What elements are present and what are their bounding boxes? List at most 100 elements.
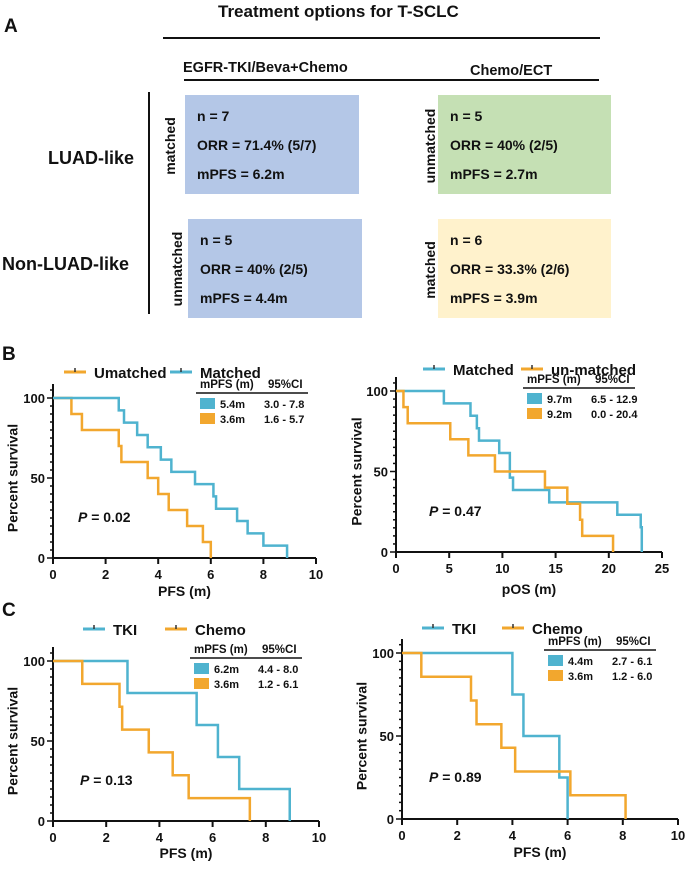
legend-label: Chemo	[195, 622, 246, 639]
y-tick-label: 50	[380, 729, 394, 744]
km-curve-chemo	[402, 651, 627, 819]
p-value-annotation: P = 0.89	[429, 769, 482, 785]
panel-a-letter: A	[4, 16, 18, 37]
x-tick-label: 15	[548, 561, 562, 576]
p-value-annotation: P = 0.47	[429, 503, 482, 519]
table-header-median: mPFS (m)	[548, 636, 602, 648]
p-value-annotation: P = 0.02	[78, 509, 131, 525]
x-tick-label: 5	[446, 561, 453, 576]
table-color-swatch	[194, 678, 209, 689]
x-tick-label: 10	[495, 561, 509, 576]
table-color-swatch	[200, 398, 215, 409]
table-median: 3.6m	[214, 679, 239, 691]
x-axis-label: PFS (m)	[158, 583, 211, 599]
x-tick-label: 8	[619, 828, 626, 843]
y-tick-label: 50	[374, 465, 388, 480]
legend-label: Matched	[200, 365, 261, 382]
x-tick-label: 0	[49, 830, 56, 845]
legend-label: TKI	[113, 622, 137, 639]
x-tick-label: 2	[102, 567, 109, 582]
table-median: 9.2m	[547, 409, 572, 421]
x-tick-label: 4	[156, 830, 164, 845]
x-tick-label: 0	[49, 567, 56, 582]
y-tick-label: 100	[23, 654, 45, 669]
p-value-annotation: P = 0.13	[80, 772, 133, 788]
p-label: P	[429, 769, 439, 785]
table-ci: 4.4 - 8.0	[258, 664, 298, 676]
y-tick-label: 0	[38, 551, 45, 566]
legend-label: Matched	[453, 362, 514, 379]
y-tick-label: 0	[381, 545, 388, 560]
table-ci: 2.7 - 6.1	[612, 656, 652, 668]
km-curve-umatched	[53, 396, 213, 558]
y-axis-label: Percent survival	[5, 424, 21, 532]
cell-orr: ORR = 40% (2/5)	[200, 261, 308, 277]
table-median: 5.4m	[220, 399, 245, 411]
x-tick-label: 8	[260, 567, 267, 582]
cell-luad-chemo: n = 5 ORR = 40% (2/5) mPFS = 2.7m	[438, 95, 611, 194]
cell-mpfs: mPFS = 6.2m	[197, 166, 285, 182]
table-header-median: mPFS (m)	[527, 374, 581, 386]
table-median: 3.6m	[568, 671, 593, 683]
row-divider-line	[148, 92, 150, 314]
y-tick-label: 0	[38, 814, 45, 829]
table-ci: 1.2 - 6.1	[258, 679, 298, 691]
y-axis-label: Percent survival	[354, 682, 370, 790]
cell-mpfs: mPFS = 3.9m	[450, 290, 538, 306]
y-tick-label: 100	[366, 384, 388, 399]
table-median: 3.6m	[220, 414, 245, 426]
km-curve-matched	[396, 389, 644, 552]
table-header-ci: 95%CI	[616, 636, 651, 648]
x-tick-label: 2	[103, 830, 110, 845]
x-tick-label: 25	[655, 561, 669, 576]
table-ci: 0.0 - 20.4	[591, 409, 638, 421]
table-header-median: mPFS (m)	[200, 379, 254, 391]
column-header-chemo: Chemo/ECT	[470, 63, 553, 79]
row-label-non-luad: Non-LUAD-like	[2, 254, 129, 274]
table-color-swatch	[548, 670, 563, 681]
y-axis-label: Percent survival	[349, 417, 365, 525]
table-color-swatch	[200, 413, 215, 424]
column-header-underline	[184, 79, 599, 81]
table-median: 6.2m	[214, 664, 239, 676]
x-tick-label: 6	[207, 567, 214, 582]
y-tick-label: 100	[372, 646, 394, 661]
title-underline	[163, 37, 600, 39]
x-tick-label: 10	[312, 830, 326, 845]
table-color-swatch	[194, 663, 209, 674]
table-color-swatch	[527, 393, 542, 404]
km-curve-tki	[53, 659, 291, 821]
x-tick-label: 6	[564, 828, 571, 843]
p-value: = 0.47	[438, 503, 481, 519]
p-value: = 0.02	[87, 509, 130, 525]
km-curve-tki	[402, 651, 569, 819]
table-ci: 3.0 - 7.8	[264, 399, 304, 411]
panel-c-letter: C	[2, 600, 16, 621]
km-curve-chemo	[53, 659, 252, 821]
panel-b-letter: B	[2, 344, 16, 365]
x-tick-label: 4	[509, 828, 517, 843]
x-tick-label: 10	[671, 828, 685, 843]
x-tick-label: 6	[209, 830, 216, 845]
x-tick-label: 8	[262, 830, 269, 845]
y-tick-label: 100	[23, 391, 45, 406]
p-value: = 0.89	[438, 769, 481, 785]
table-header-ci: 95%CI	[595, 374, 630, 386]
table-median: 4.4m	[568, 656, 593, 668]
p-label: P	[78, 509, 88, 525]
table-ci: 1.6 - 5.7	[264, 414, 304, 426]
x-axis-label: pOS (m)	[502, 581, 556, 597]
cell-orr: ORR = 40% (2/5)	[450, 137, 558, 153]
cell-n: n = 5	[200, 232, 233, 248]
x-tick-label: 0	[398, 828, 405, 843]
cell-mpfs: mPFS = 4.4m	[200, 290, 288, 306]
cell-n: n = 7	[197, 108, 230, 124]
panel-a-title: Treatment options for T-SCLC	[218, 2, 459, 21]
km-curve-matched	[53, 396, 289, 558]
p-label: P	[80, 772, 90, 788]
cell-n: n = 6	[450, 232, 483, 248]
table-header-median: mPFS (m)	[194, 644, 248, 656]
table-color-swatch	[548, 655, 563, 666]
x-tick-label: 4	[155, 567, 163, 582]
x-tick-label: 0	[392, 561, 399, 576]
